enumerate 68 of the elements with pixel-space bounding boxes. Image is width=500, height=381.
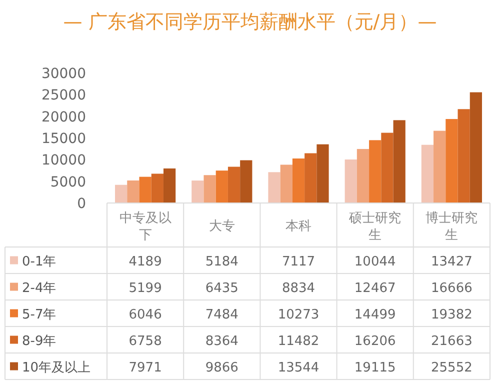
data-label: 10044 [354,254,396,270]
y-tick-label: 20000 [41,109,86,126]
legend-label: 0-1年 [22,254,56,270]
x-tick-label: 本科 [286,219,312,234]
bar [381,132,394,203]
chart-title: — 广东省不同学历平均薪酬水平（元/月）— [63,11,437,33]
legend-label: 5-7年 [22,307,56,322]
data-label: 5184 [205,254,238,270]
bar [163,168,176,203]
bar [292,158,305,203]
data-label: 9866 [205,360,238,376]
bar [446,119,458,203]
y-tick-label: 10000 [41,152,86,169]
data-label: 10273 [278,307,320,322]
data-label: 6046 [128,307,162,322]
legend-label: 2-4年 [22,280,56,296]
bar [280,164,292,203]
data-label: 8364 [205,334,238,349]
data-label: 13427 [431,254,472,270]
bar [192,180,204,203]
bar [240,160,252,203]
bar [151,174,164,203]
bar [458,109,470,203]
y-tick-label: 5000 [50,174,86,190]
data-label: 16666 [431,280,472,296]
bar [421,144,434,203]
y-tick-label: 0 [77,196,86,212]
bar [304,153,317,203]
data-label: 7484 [205,307,238,322]
legend-label: 8-9年 [22,334,56,349]
bar [216,170,228,203]
data-label: 12467 [354,280,396,296]
bar [344,159,357,203]
data-label: 25552 [431,360,472,376]
bar [470,92,482,203]
bar [369,140,382,203]
bar [115,184,128,203]
bar [204,175,216,203]
data-label: 5199 [128,280,162,296]
data-label: 6758 [128,334,162,349]
x-tick-label: 博士研究生 [426,211,478,243]
y-tick-label: 15000 [41,131,86,147]
data-label: 8834 [282,280,316,296]
bar [434,130,446,203]
data-label: 16206 [354,334,396,349]
x-tick-label: 中专及以下 [119,211,172,243]
bar [393,120,406,203]
data-label: 19382 [431,307,472,322]
y-tick-label: 30000 [41,66,86,82]
data-label: 7117 [282,254,316,270]
y-tick-label: 25000 [41,88,86,104]
x-tick-label: 大专 [208,219,235,234]
data-label: 4189 [128,254,162,270]
bar [316,144,329,203]
x-tick-label: 硕士研究生 [348,211,402,243]
data-label: 13544 [278,360,320,376]
bar [139,176,152,203]
bar [127,180,140,203]
data-label: 21663 [431,334,472,349]
bar [228,166,240,203]
data-label: 7971 [128,360,162,376]
data-label: 19115 [354,360,396,376]
bar [268,172,280,203]
data-label: 11482 [278,334,320,349]
bar [356,148,370,203]
data-label: 6435 [205,280,238,296]
data-label: 14499 [354,307,396,322]
legend-label: 10年及以上 [22,360,91,376]
